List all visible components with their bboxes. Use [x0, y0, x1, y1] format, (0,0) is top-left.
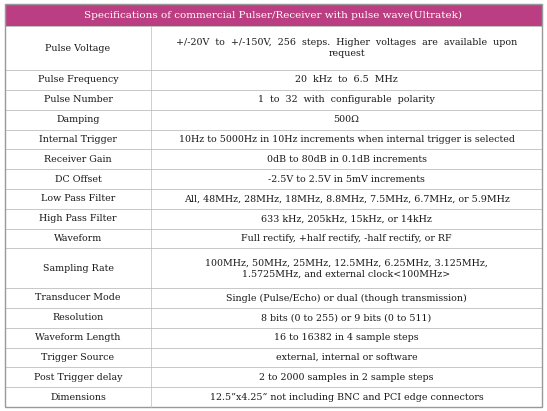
- Bar: [5, 328, 542, 348]
- Bar: [5, 70, 542, 90]
- Text: Receiver Gain: Receiver Gain: [44, 155, 112, 164]
- Text: Trigger Source: Trigger Source: [42, 353, 114, 362]
- Text: Full rectify, +half rectify, -half rectify, or RF: Full rectify, +half rectify, -half recti…: [241, 234, 452, 243]
- Text: Dimensions: Dimensions: [50, 393, 106, 402]
- Text: DC Offset: DC Offset: [55, 175, 101, 184]
- Bar: [5, 367, 542, 387]
- Bar: [5, 288, 542, 308]
- Bar: [5, 4, 542, 26]
- Bar: [5, 169, 542, 189]
- Text: Low Pass Filter: Low Pass Filter: [41, 194, 115, 203]
- Text: 12.5”x4.25” not including BNC and PCI edge connectors: 12.5”x4.25” not including BNC and PCI ed…: [210, 393, 484, 402]
- Bar: [5, 189, 542, 209]
- Text: 100MHz, 50MHz, 25MHz, 12.5MHz, 6.25MHz, 3.125MHz,
1.5725MHz, and external clock<: 100MHz, 50MHz, 25MHz, 12.5MHz, 6.25MHz, …: [205, 258, 488, 278]
- Bar: [5, 387, 542, 407]
- Text: 633 kHz, 205kHz, 15kHz, or 14kHz: 633 kHz, 205kHz, 15kHz, or 14kHz: [261, 214, 432, 223]
- Bar: [5, 348, 542, 367]
- Text: Pulse Frequency: Pulse Frequency: [38, 76, 118, 84]
- Text: Specifications of commercial Pulser/Receiver with pulse wave(Ultratek): Specifications of commercial Pulser/Rece…: [84, 10, 463, 20]
- Text: Post Trigger delay: Post Trigger delay: [34, 373, 123, 382]
- Bar: [5, 229, 542, 248]
- Text: Waveform Length: Waveform Length: [36, 333, 121, 342]
- Text: +/-20V  to  +/-150V,  256  steps.  Higher  voltages  are  available  upon
reques: +/-20V to +/-150V, 256 steps. Higher vol…: [176, 38, 517, 58]
- Bar: [5, 308, 542, 328]
- Text: external, internal or software: external, internal or software: [276, 353, 417, 362]
- Text: 8 bits (0 to 255) or 9 bits (0 to 511): 8 bits (0 to 255) or 9 bits (0 to 511): [261, 313, 432, 322]
- Text: Damping: Damping: [56, 115, 100, 124]
- Text: 20  kHz  to  6.5  MHz: 20 kHz to 6.5 MHz: [295, 76, 398, 84]
- Text: Sampling Rate: Sampling Rate: [43, 264, 114, 273]
- Bar: [5, 149, 542, 169]
- Text: 0dB to 80dB in 0.1dB increments: 0dB to 80dB in 0.1dB increments: [266, 155, 427, 164]
- Text: Single (Pulse/Echo) or dual (though transmission): Single (Pulse/Echo) or dual (though tran…: [226, 293, 467, 302]
- Text: Transducer Mode: Transducer Mode: [36, 293, 121, 302]
- Bar: [5, 209, 542, 229]
- Text: Internal Trigger: Internal Trigger: [39, 135, 117, 144]
- Text: 1  to  32  with  configurable  polarity: 1 to 32 with configurable polarity: [258, 95, 435, 104]
- Text: 10Hz to 5000Hz in 10Hz increments when internal trigger is selected: 10Hz to 5000Hz in 10Hz increments when i…: [178, 135, 515, 144]
- Text: Pulse Voltage: Pulse Voltage: [45, 44, 110, 53]
- Bar: [5, 110, 542, 129]
- Text: -2.5V to 2.5V in 5mV increments: -2.5V to 2.5V in 5mV increments: [268, 175, 425, 184]
- Text: Pulse Number: Pulse Number: [44, 95, 113, 104]
- Bar: [5, 248, 542, 288]
- Text: Resolution: Resolution: [53, 313, 104, 322]
- Text: 500Ω: 500Ω: [334, 115, 359, 124]
- Text: Waveform: Waveform: [54, 234, 102, 243]
- Text: High Pass Filter: High Pass Filter: [39, 214, 117, 223]
- Bar: [5, 26, 542, 70]
- Bar: [5, 90, 542, 110]
- Text: 2 to 2000 samples in 2 sample steps: 2 to 2000 samples in 2 sample steps: [259, 373, 434, 382]
- Bar: [5, 129, 542, 149]
- Text: 16 to 16382 in 4 sample steps: 16 to 16382 in 4 sample steps: [274, 333, 419, 342]
- Text: All, 48MHz, 28MHz, 18MHz, 8.8MHz, 7.5MHz, 6.7MHz, or 5.9MHz: All, 48MHz, 28MHz, 18MHz, 8.8MHz, 7.5MHz…: [184, 194, 509, 203]
